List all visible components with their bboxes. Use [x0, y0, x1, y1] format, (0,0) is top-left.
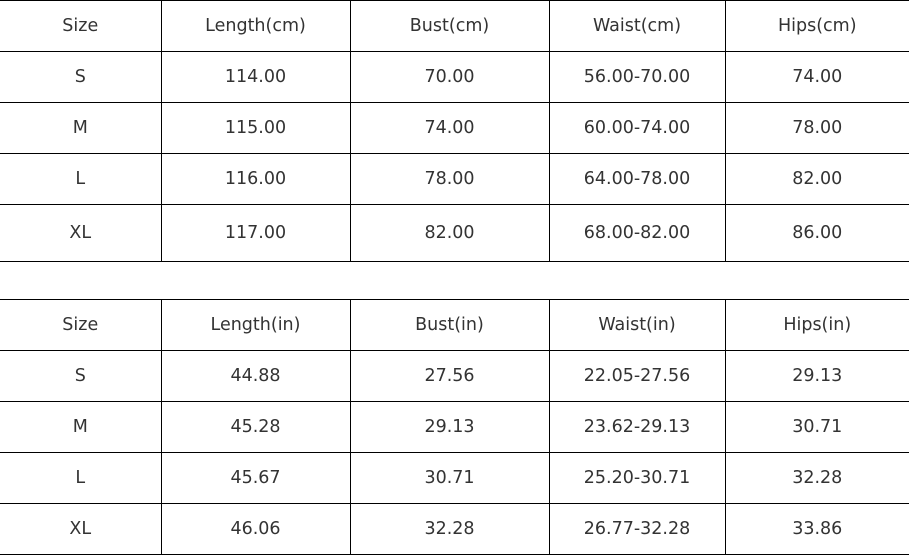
table-cell: 26.77-32.28 [548, 503, 726, 555]
table-cell: 23.62-29.13 [548, 401, 726, 453]
table-cell: 74.00 [724, 51, 909, 103]
table-cell: 56.00-70.00 [548, 51, 726, 103]
table-cell: 30.71 [349, 452, 550, 504]
table-cell: 22.05-27.56 [548, 350, 726, 402]
column-header: Waist(in) [548, 299, 726, 351]
table-cell: 25.20-30.71 [548, 452, 726, 504]
size-table-in: Size Length(in) Bust(in) Waist(in) Hips(in) S… [0, 299, 909, 555]
table-cell: 78.00 [724, 102, 909, 154]
column-header: Size [0, 0, 162, 52]
column-header: Waist(cm) [548, 0, 726, 52]
table-row: L 116.00 78.00 64.00-78.00 82.00 [0, 153, 909, 205]
table-cell: XL [0, 503, 162, 555]
header-row: Size Length(in) Bust(in) Waist(in) Hips(in) [0, 299, 909, 351]
table-cell: 70.00 [349, 51, 550, 103]
table-cell: 115.00 [160, 102, 351, 154]
column-header: Hips(in) [724, 299, 909, 351]
table-cell: 68.00-82.00 [548, 204, 726, 262]
table-cell: S [0, 51, 162, 103]
table-cell: 82.00 [349, 204, 550, 262]
table-cell: 29.13 [349, 401, 550, 453]
table-cell: 64.00-78.00 [548, 153, 726, 205]
table-cell: 74.00 [349, 102, 550, 154]
table-cell: 32.28 [349, 503, 550, 555]
table-cell: 60.00-74.00 [548, 102, 726, 154]
table-row: S 114.00 70.00 56.00-70.00 74.00 [0, 51, 909, 103]
table-row: S 44.88 27.56 22.05-27.56 29.13 [0, 350, 909, 402]
table-cell: 114.00 [160, 51, 351, 103]
column-header: Length(in) [160, 299, 351, 351]
table-row: M 115.00 74.00 60.00-74.00 78.00 [0, 102, 909, 154]
table-cell: 116.00 [160, 153, 351, 205]
table-cell: 33.86 [724, 503, 909, 555]
table-row: L 45.67 30.71 25.20-30.71 32.28 [0, 452, 909, 504]
table-cell: 86.00 [724, 204, 909, 262]
table-cell: 46.06 [160, 503, 351, 555]
table-cell: L [0, 153, 162, 205]
table-cell: S [0, 350, 162, 402]
table-cell: 29.13 [724, 350, 909, 402]
table-cell: 30.71 [724, 401, 909, 453]
column-header: Bust(in) [349, 299, 550, 351]
table-cell: 32.28 [724, 452, 909, 504]
table-cell: 117.00 [160, 204, 351, 262]
column-header: Size [0, 299, 162, 351]
table-cell: M [0, 401, 162, 453]
column-header: Bust(cm) [349, 0, 550, 52]
table-cell: L [0, 452, 162, 504]
column-header: Length(cm) [160, 0, 351, 52]
size-table-cm: Size Length(cm) Bust(cm) Waist(cm) Hips(cm) S… [0, 0, 909, 262]
table-cell: 45.67 [160, 452, 351, 504]
header-row: Size Length(cm) Bust(cm) Waist(cm) Hips(cm) [0, 0, 909, 52]
table-cell: 82.00 [724, 153, 909, 205]
column-header: Hips(cm) [724, 0, 909, 52]
table-row: XL 117.00 82.00 68.00-82.00 86.00 [0, 204, 909, 262]
table-cell: 45.28 [160, 401, 351, 453]
table-cell: M [0, 102, 162, 154]
table-row: XL 46.06 32.28 26.77-32.28 33.86 [0, 503, 909, 555]
table-cell: 27.56 [349, 350, 550, 402]
table-cell: XL [0, 204, 162, 262]
table-cell: 78.00 [349, 153, 550, 205]
table-cell: 44.88 [160, 350, 351, 402]
table-row: M 45.28 29.13 23.62-29.13 30.71 [0, 401, 909, 453]
